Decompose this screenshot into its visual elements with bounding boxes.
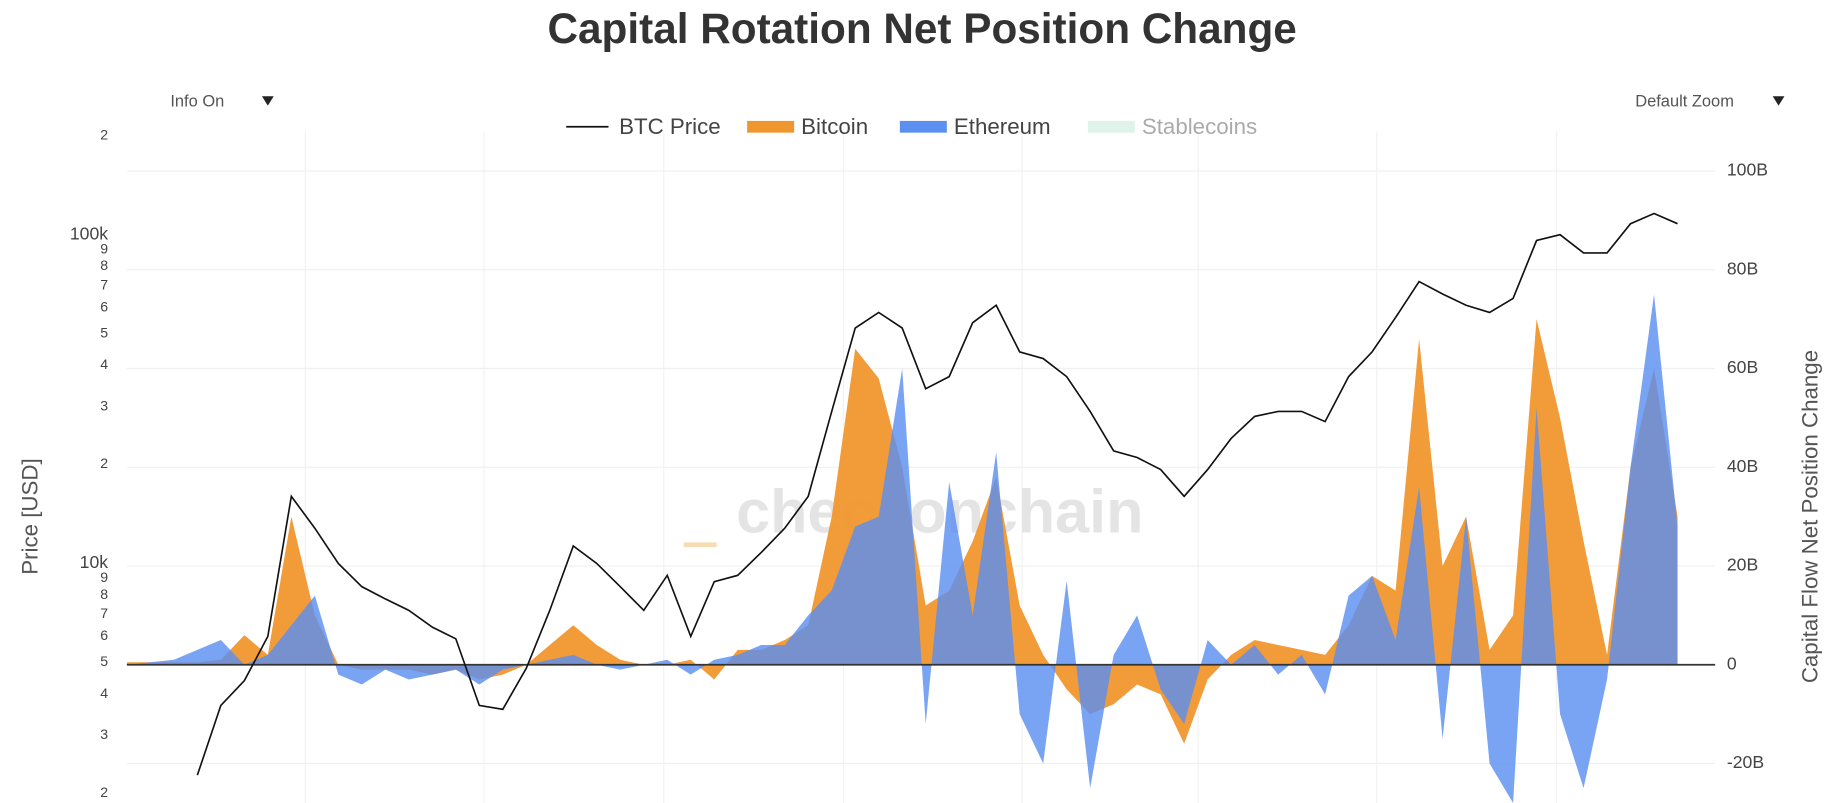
- chart-title: Capital Rotation Net Position Change: [548, 5, 1297, 52]
- y2-axis-title: Capital Flow Net Position Change: [1797, 350, 1822, 683]
- legend-label[interactable]: BTC Price: [619, 114, 721, 139]
- legend: BTC Price Bitcoin Ethereum Stablecoins: [566, 114, 1257, 139]
- legend-item[interactable]: Stablecoins: [1087, 114, 1257, 139]
- y2-tick-label: -20B: [1727, 752, 1764, 772]
- dropdown-arrow[interactable]: [1772, 96, 1785, 106]
- y-tick-label: 8: [100, 257, 108, 273]
- y-tick-label: 100k: [70, 223, 108, 243]
- legend-label[interactable]: Bitcoin: [801, 114, 868, 139]
- y-tick-label: 8: [100, 586, 108, 602]
- legend-item[interactable]: Bitcoin: [747, 114, 868, 139]
- y-tick-label: 4: [100, 356, 108, 372]
- y-tick-label: 2: [100, 455, 108, 471]
- grid: [115, 135, 1716, 794]
- y2-tick-label: 0: [1727, 653, 1737, 673]
- y-tick-label: 2: [100, 784, 108, 800]
- area: [126, 294, 1678, 803]
- y2-tick-label: 100B: [1727, 160, 1768, 180]
- y-tick-label: 3: [100, 726, 108, 742]
- y-tick-label: 7: [100, 605, 108, 621]
- legend-swatch[interactable]: [1087, 120, 1135, 133]
- y-tick-label: 4: [100, 685, 108, 701]
- legend-swatch[interactable]: [747, 120, 795, 133]
- price-line: [196, 212, 1678, 776]
- legend-swatch[interactable]: [899, 120, 947, 133]
- legend-item[interactable]: BTC Price: [566, 114, 721, 139]
- info-toggle-label[interactable]: Info On: [170, 92, 224, 110]
- watermark-logo: [683, 542, 717, 548]
- y-tick-label: 3: [100, 397, 108, 413]
- y-tick-label: 9: [100, 569, 108, 585]
- y-tick-label: 10k: [80, 552, 109, 572]
- y-tick-label: 9: [100, 240, 108, 256]
- plot-area: [126, 212, 1716, 803]
- y2-tick-label: 80B: [1727, 258, 1758, 278]
- legend-label[interactable]: Ethereum: [954, 114, 1051, 139]
- y2-tick-label: 20B: [1727, 555, 1758, 575]
- legend-item[interactable]: Ethereum: [899, 114, 1051, 139]
- y-tick-label: 5: [100, 324, 108, 340]
- zoom-select-label[interactable]: Default Zoom: [1635, 92, 1734, 110]
- y-tick-label: 7: [100, 276, 108, 292]
- y2-tick-label: 40B: [1727, 456, 1758, 476]
- y-tick-label: 5: [100, 653, 108, 669]
- info-toggle[interactable]: Info On: [170, 92, 274, 110]
- dropdown-arrow[interactable]: [261, 96, 274, 106]
- y-tick-label: 6: [100, 298, 108, 314]
- y2-tick-label: 60B: [1727, 357, 1758, 377]
- watermark: checkonchain: [736, 478, 1143, 546]
- y-tick-label: 6: [100, 627, 108, 643]
- zoom-select[interactable]: Default Zoom: [1635, 92, 1785, 110]
- y-axis-title: Price [USD]: [18, 458, 43, 574]
- legend-label[interactable]: Stablecoins: [1142, 114, 1257, 139]
- y-tick-label: 2: [100, 126, 108, 142]
